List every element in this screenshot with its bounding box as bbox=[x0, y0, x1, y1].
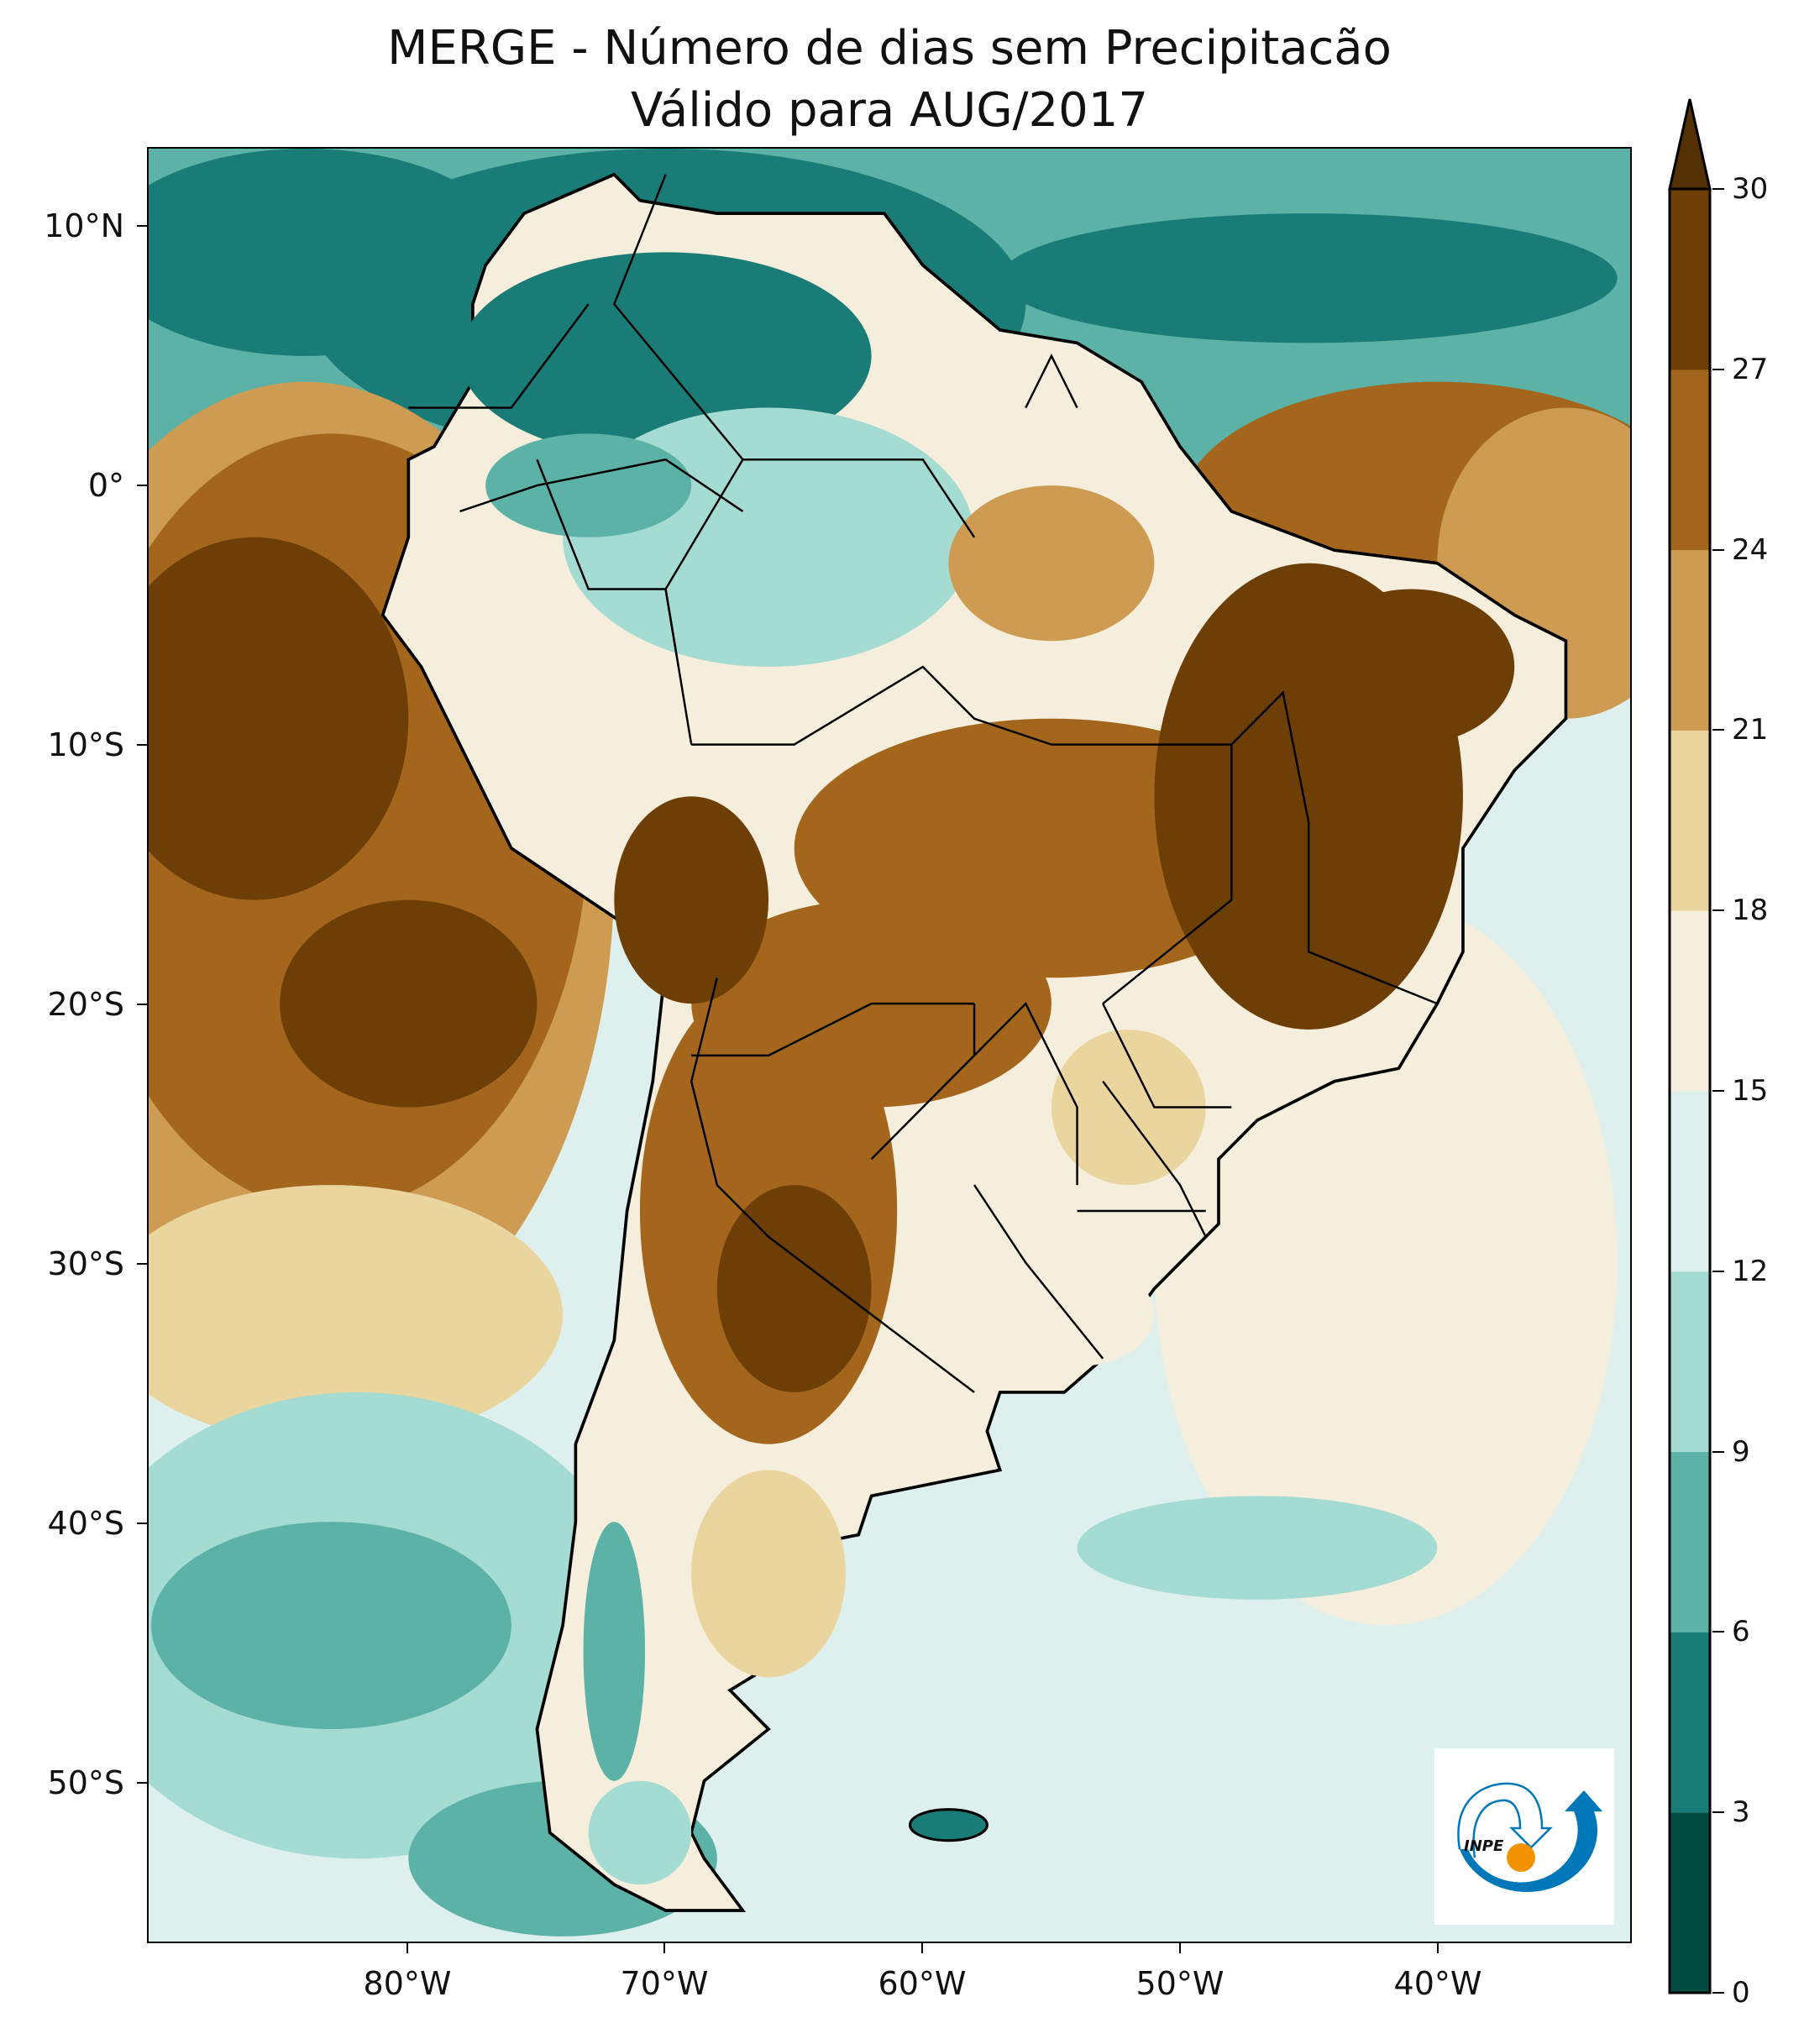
colorbar-tick-label: 6 bbox=[1732, 1615, 1750, 1649]
lon-tick-label: 60°W bbox=[878, 1965, 967, 2002]
lat-tick-label: 0° bbox=[87, 467, 124, 504]
chart-subtitle: Válido para AUG/2017 bbox=[630, 83, 1149, 138]
colorbar-tick bbox=[1712, 368, 1724, 370]
chart-title: MERGE - Número de dias sem Precipitacão bbox=[387, 21, 1392, 76]
colorbar bbox=[1668, 98, 1712, 1994]
lon-tick-mark bbox=[921, 1943, 923, 1953]
colorbar-segment bbox=[1670, 910, 1710, 1092]
lat-tick-mark bbox=[137, 1523, 147, 1524]
lon-tick-mark bbox=[1437, 1943, 1439, 1953]
colorbar-segment bbox=[1670, 549, 1710, 731]
colorbar-segment bbox=[1670, 1632, 1710, 1813]
lon-tick-label: 80°W bbox=[363, 1965, 452, 2002]
colorbar-extend-arrow bbox=[1668, 98, 1712, 191]
field-pacific-north-dark bbox=[149, 149, 511, 356]
colorbar-tick-label: 15 bbox=[1732, 1074, 1769, 1108]
lat-tick-mark bbox=[137, 1263, 147, 1265]
lat-tick-mark bbox=[137, 1782, 147, 1784]
falklands bbox=[908, 1808, 989, 1842]
lon-tick-mark bbox=[663, 1943, 665, 1953]
lon-tick-label: 40°W bbox=[1393, 1965, 1482, 2002]
map-panel bbox=[147, 147, 1632, 1943]
colorbar-tick bbox=[1712, 1811, 1724, 1814]
colorbar-tick bbox=[1712, 1270, 1724, 1272]
colorbar-tick bbox=[1712, 1631, 1724, 1633]
lat-tick-label: 40°S bbox=[47, 1505, 124, 1542]
lon-tick-mark bbox=[406, 1943, 408, 1953]
colorbar-segment bbox=[1670, 1812, 1710, 1994]
svg-text:INPE: INPE bbox=[1464, 1837, 1504, 1855]
colorbar-tick bbox=[1712, 729, 1724, 731]
colorbar-tick-label: 9 bbox=[1732, 1434, 1750, 1469]
colorbar-tick-label: 12 bbox=[1732, 1254, 1769, 1288]
colorbar-tick bbox=[1712, 548, 1724, 551]
lon-tick-label: 70°W bbox=[620, 1965, 709, 2002]
colorbar-tick-label: 24 bbox=[1732, 532, 1769, 567]
lat-tick-mark bbox=[137, 225, 147, 227]
colorbar-tick bbox=[1712, 188, 1724, 190]
colorbar-tick-label: 30 bbox=[1732, 172, 1769, 206]
colorbar-tick bbox=[1712, 1090, 1724, 1092]
colorbar-frame bbox=[1668, 187, 1712, 1994]
lat-tick-label: 10°N bbox=[44, 207, 124, 244]
colorbar-segment bbox=[1670, 1091, 1710, 1272]
colorbar-tick bbox=[1712, 909, 1724, 912]
precipitation-map bbox=[149, 149, 1630, 1942]
colorbar-segment bbox=[1670, 1451, 1710, 1633]
colorbar-tick-label: 18 bbox=[1732, 894, 1769, 928]
land-fields bbox=[459, 252, 1515, 1885]
lat-tick-mark bbox=[137, 485, 147, 486]
colorbar-segment bbox=[1670, 730, 1710, 911]
lon-tick-label: 50°W bbox=[1135, 1965, 1225, 2002]
lon-tick-mark bbox=[1179, 1943, 1181, 1953]
colorbar-tick bbox=[1712, 1450, 1724, 1453]
country-borders bbox=[408, 174, 1438, 1393]
lat-tick-label: 20°S bbox=[47, 986, 124, 1023]
colorbar-tick-label: 21 bbox=[1732, 713, 1769, 747]
lat-tick-mark bbox=[137, 744, 147, 746]
lat-tick-label: 30°S bbox=[47, 1245, 124, 1282]
colorbar-tick bbox=[1712, 1992, 1724, 1994]
colorbar-tick-label: 0 bbox=[1732, 1976, 1750, 2010]
colorbar-segment bbox=[1670, 189, 1710, 370]
lat-tick-label: 50°S bbox=[47, 1764, 124, 1801]
field-caribbean-dark bbox=[999, 213, 1618, 343]
field-pacific-dark bbox=[149, 537, 409, 900]
colorbar-segment bbox=[1670, 369, 1710, 551]
lat-tick-label: 10°S bbox=[47, 726, 124, 763]
colorbar-tick-label: 3 bbox=[1732, 1795, 1750, 1830]
lat-tick-mark bbox=[137, 1004, 147, 1005]
colorbar-segment bbox=[1670, 1271, 1710, 1453]
inpe-logo: INPE bbox=[1434, 1748, 1614, 1925]
colorbar-tick-label: 27 bbox=[1732, 352, 1769, 386]
